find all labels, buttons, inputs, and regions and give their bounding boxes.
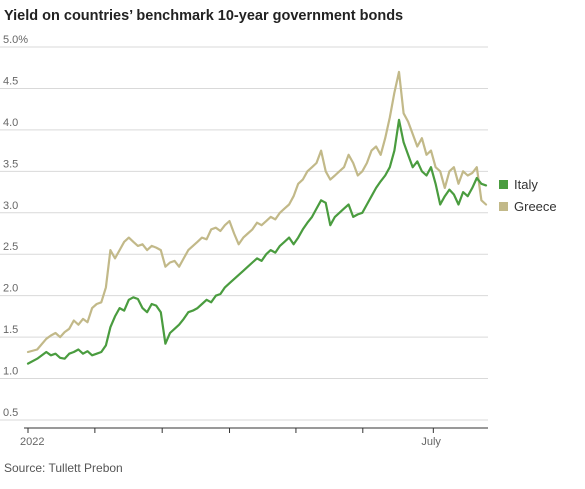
gridlines — [0, 46, 488, 421]
source-note: Source: Tullett Prebon — [4, 461, 123, 475]
y-tick-label: 3.5 — [3, 158, 18, 170]
y-tick-label: 4.5 — [3, 75, 18, 87]
y-tick-label: 1.0 — [3, 366, 18, 378]
legend: Italy Greece — [499, 177, 557, 214]
legend-swatch-italy — [499, 180, 508, 189]
y-tick-label: 1.5 — [3, 324, 18, 336]
y-tick-label: 5.0% — [3, 34, 28, 46]
legend-label-greece: Greece — [514, 199, 557, 214]
y-tick-label: 4.0 — [3, 117, 18, 129]
y-axis-ticks: 5.0% 4.5 4.0 3.5 3.0 2.5 2.0 1.5 1.0 0.5 — [3, 34, 28, 419]
y-tick-label: 0.5 — [3, 407, 18, 419]
series-line-greece — [26, 70, 488, 354]
legend-swatch-greece — [499, 202, 508, 211]
series-lines — [26, 70, 488, 365]
y-tick-label: 3.0 — [3, 200, 18, 212]
line-chart: 5.0% 4.5 4.0 3.5 3.0 2.5 2.0 1.5 1.0 0.5 2022 July… — [0, 34, 557, 448]
series-line-italy — [26, 118, 488, 365]
y-tick-label: 2.5 — [3, 241, 18, 253]
chart-title: Yield on countries’ benchmark 10-year go… — [4, 8, 404, 24]
y-tick-label: 2.0 — [3, 283, 18, 295]
x-axis: 2022 July — [20, 427, 488, 448]
x-tick-label: July — [421, 436, 441, 448]
legend-label-italy: Italy — [514, 177, 538, 192]
x-tick-label: 2022 — [20, 436, 44, 448]
